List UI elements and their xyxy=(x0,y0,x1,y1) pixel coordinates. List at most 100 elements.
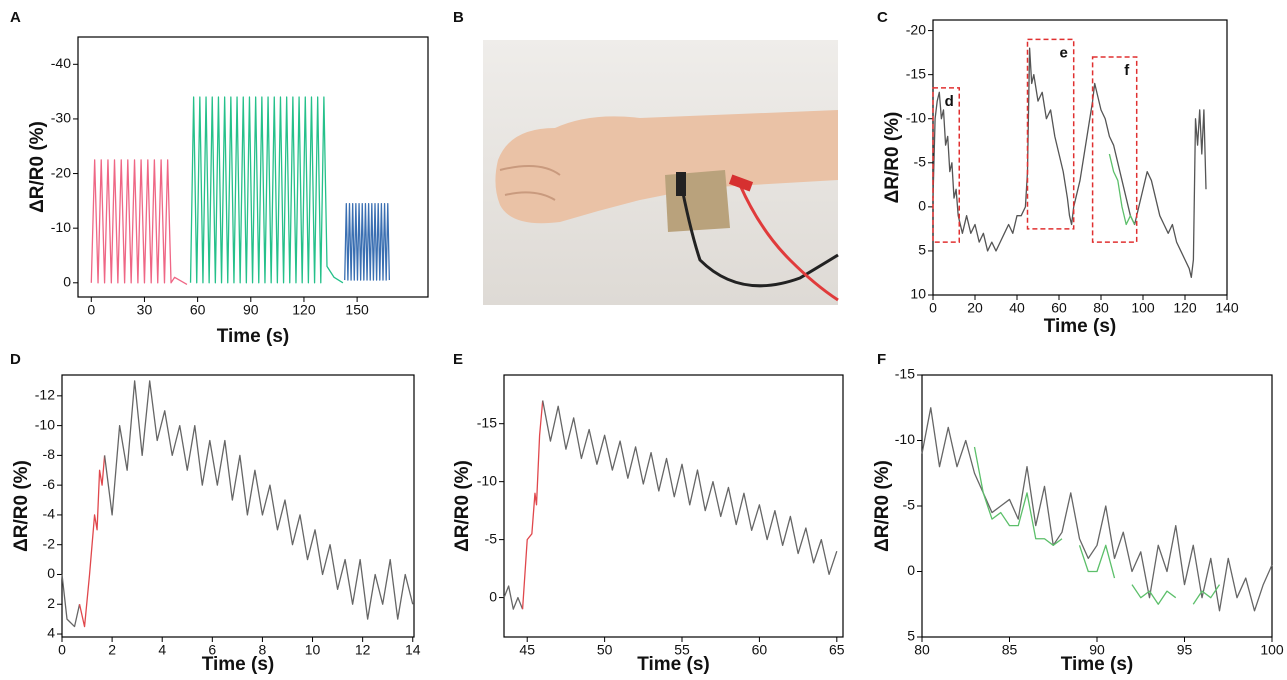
series-line xyxy=(61,574,81,628)
y-tick-label: 4 xyxy=(47,625,55,641)
y-axis-label: ΔR/R0 (%) xyxy=(882,112,903,204)
y-tick-label: 0 xyxy=(63,274,71,290)
highlight-box xyxy=(1091,56,1138,243)
series-line xyxy=(78,455,106,628)
x-tick-label: 65 xyxy=(829,642,845,658)
fist-lines xyxy=(499,165,561,201)
y-tick-label: -15 xyxy=(477,414,497,430)
x-tick-label: 40 xyxy=(1009,300,1025,316)
panel-label: B xyxy=(453,9,464,26)
y-tick-label: -5 xyxy=(914,153,927,169)
series-line xyxy=(542,400,838,576)
y-tick-label: -12 xyxy=(35,387,55,403)
y-tick-label: -2 xyxy=(43,535,56,551)
y-tick-label: -10 xyxy=(477,472,497,488)
y-tick-label: 10 xyxy=(910,286,926,302)
y-tick-label: -10 xyxy=(51,219,71,235)
y-tick-label: -8 xyxy=(43,446,56,462)
y-tick-label: -6 xyxy=(43,476,56,492)
x-axis-label: Time (s) xyxy=(217,326,290,347)
photo xyxy=(483,40,839,305)
x-tick-label: 90 xyxy=(243,302,259,318)
plot-frame xyxy=(77,36,429,298)
x-tick-label: 95 xyxy=(1177,642,1193,658)
y-tick-label: 0 xyxy=(918,198,926,214)
y-tick-label: -10 xyxy=(895,431,915,447)
x-axis-label: Time (s) xyxy=(1044,316,1117,337)
y-axis-label: ΔR/R0 (%) xyxy=(11,460,32,552)
panel-label: C xyxy=(877,9,888,26)
x-tick-label: 20 xyxy=(967,300,983,316)
red-clip xyxy=(728,174,754,192)
x-tick-label: 100 xyxy=(1131,300,1155,316)
x-tick-label: 60 xyxy=(190,302,206,318)
x-tick-label: 90 xyxy=(1089,642,1105,658)
series-line xyxy=(521,400,544,610)
y-tick-label: 5 xyxy=(907,628,915,644)
x-tick-label: 2 xyxy=(108,642,116,658)
x-tick-label: 14 xyxy=(405,642,421,658)
x-axis-label: Time (s) xyxy=(202,654,275,675)
x-axis-label: Time (s) xyxy=(637,654,710,675)
x-tick-label: 120 xyxy=(1173,300,1197,316)
x-tick-label: 80 xyxy=(914,642,930,658)
series-line xyxy=(921,407,1273,612)
x-tick-label: 12 xyxy=(355,642,371,658)
y-tick-label: 0 xyxy=(907,562,915,578)
black-wire xyxy=(678,177,839,288)
x-tick-label: 30 xyxy=(137,302,153,318)
block xyxy=(665,170,730,232)
series-line xyxy=(90,159,188,286)
y-axis-label: ΔR/R0 (%) xyxy=(27,121,48,213)
panel-label: A xyxy=(10,9,21,26)
red-wire xyxy=(738,184,839,302)
plot-frame xyxy=(61,374,415,638)
x-tick-label: 10 xyxy=(305,642,321,658)
x-tick-label: 80 xyxy=(1093,300,1109,316)
box-label: e xyxy=(1060,44,1068,61)
y-tick-label: 2 xyxy=(47,595,55,611)
x-tick-label: 0 xyxy=(87,302,95,318)
y-axis-label: ΔR/R0 (%) xyxy=(872,460,893,552)
black-clip xyxy=(676,172,686,196)
x-tick-label: 0 xyxy=(929,300,937,316)
y-tick-label: -10 xyxy=(35,416,55,432)
x-tick-label: 50 xyxy=(597,642,613,658)
x-axis-label: Time (s) xyxy=(1061,654,1134,675)
x-tick-label: 85 xyxy=(1002,642,1018,658)
x-tick-label: 100 xyxy=(1260,642,1284,658)
x-tick-label: 45 xyxy=(519,642,535,658)
x-tick-label: 60 xyxy=(752,642,768,658)
y-tick-label: -10 xyxy=(906,109,926,125)
x-tick-label: 60 xyxy=(1051,300,1067,316)
x-tick-label: 4 xyxy=(158,642,166,658)
x-tick-label: 8 xyxy=(259,642,267,658)
x-tick-label: 55 xyxy=(674,642,690,658)
y-tick-label: 0 xyxy=(489,588,497,604)
series-line xyxy=(932,47,1207,279)
series-line xyxy=(1108,153,1136,226)
highlight-box xyxy=(1026,38,1075,230)
x-tick-label: 6 xyxy=(208,642,216,658)
y-axis-label: ΔR/R0 (%) xyxy=(452,460,473,552)
box-label: f xyxy=(1124,62,1130,79)
series-line xyxy=(344,202,391,281)
arm xyxy=(495,110,838,224)
y-tick-label: -4 xyxy=(43,506,56,522)
y-tick-label: -5 xyxy=(903,497,916,513)
plot-frame xyxy=(503,374,844,638)
y-tick-label: -5 xyxy=(485,530,498,546)
panel-label: E xyxy=(453,351,463,368)
y-tick-label: -15 xyxy=(895,366,915,382)
x-tick-label: 150 xyxy=(345,302,369,318)
x-tick-label: 0 xyxy=(58,642,66,658)
y-tick-label: -30 xyxy=(51,110,71,126)
y-tick-label: -20 xyxy=(906,21,926,37)
series-line xyxy=(189,96,344,284)
y-tick-label: 0 xyxy=(47,565,55,581)
series-line xyxy=(973,446,1221,605)
panel-label: F xyxy=(877,351,886,368)
series-line xyxy=(103,380,414,620)
plot-frame xyxy=(932,19,1228,296)
